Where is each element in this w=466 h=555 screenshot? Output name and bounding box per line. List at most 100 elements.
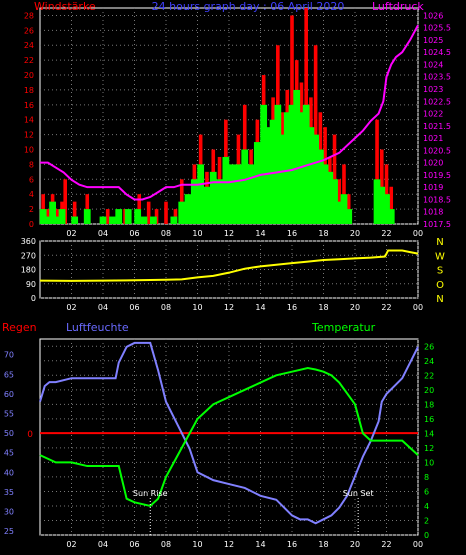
temperature-y-tick: 24 [424,357,434,366]
compass-label: S [437,266,443,277]
speed-bar [373,179,381,224]
wind-y-tick: 14 [24,116,34,125]
direction-x-tick: 16 [287,303,297,312]
speed-bar [209,171,217,224]
pressure-line [40,24,419,201]
direction-x-tick: 10 [192,303,202,312]
pressure-y-tick: 1023.5 [423,73,451,82]
speed-bar [184,194,192,224]
humidity-x-tick: 18 [318,540,328,549]
speed-bar [49,201,56,224]
pressure-y-tick: 1018 [423,208,443,217]
humidity-temperature-grid [40,339,419,536]
humidity-x-ticks: 02 04 06 08 10 12 14 16 18 20 22 00 [66,540,423,549]
speed-bar [274,104,282,224]
speed-bar [44,216,52,224]
temperature-y-tick: 2 [424,516,429,525]
humidity-x-tick: 02 [66,540,76,549]
speed-bar [269,119,277,224]
direction-x-tick: 12 [224,303,234,312]
sun-annotation-label: Sun Set [343,489,374,498]
humidity-x-tick: 14 [255,540,265,549]
temperature-y-tick: 8 [424,473,429,482]
speed-bar [58,209,66,224]
sun-annotations: Sun Rise Sun Set [133,489,374,535]
humidity-x-tick: 10 [192,540,202,549]
wind-y-tick: 6 [29,175,34,184]
wind-x-tick: 12 [224,229,234,238]
speed-bar [288,104,296,224]
wind-x-tick: 06 [129,229,139,238]
direction-x-tick: 18 [318,303,328,312]
wind-y-tick: 8 [29,160,34,169]
speed-bar [140,216,148,224]
speed-bar [312,134,320,224]
pressure-y-tick: 1024 [423,60,443,69]
speed-bar [39,209,47,224]
temperature-line [39,367,419,508]
speed-bar [197,164,205,224]
humidity-x-tick: 04 [98,540,108,549]
direction-x-ticks: 02 04 06 08 10 12 14 16 18 20 22 00 [66,303,423,312]
wind-axis-label: Windstärke [34,0,96,13]
speed-bar [387,209,395,224]
direction-x-tick: 00 [413,303,423,312]
wind-x-tick: 20 [350,229,360,238]
speed-bar [99,216,107,224]
humidity-y-tick: 70 [4,351,14,360]
humidity-y-tick: 45 [4,449,14,458]
pressure-y-tick: 1018.5 [423,195,451,204]
direction-x-tick: 04 [98,303,108,312]
speed-bar [124,209,132,224]
wind-x-ticks: 02 04 06 08 10 12 14 16 18 20 22 00 [66,229,423,238]
temperature-y-tick: 12 [424,444,434,453]
speed-bar [247,164,255,224]
speed-bar [115,209,123,224]
humidity-y-tick: 60 [4,390,14,399]
humidity-x-tick: 22 [381,540,391,549]
speed-bar [222,156,230,224]
speed-bar [302,104,310,224]
compass-label: O [436,280,444,291]
wind-x-tick: 16 [287,229,297,238]
temperature-y-tick: 10 [424,458,434,467]
direction-x-tick: 22 [381,303,391,312]
pressure-y-tick: 1021.5 [423,122,451,131]
temperature-y-tick: 26 [424,342,434,351]
speed-bar [345,209,353,224]
speed-bar [298,112,305,224]
humidity-y-tick: 65 [4,370,14,379]
temperature-y-tick: 20 [424,386,434,395]
wind-y-tick: 2 [29,205,34,214]
temperature-y-tick: 6 [424,487,429,496]
legend-temperature: Temperatur [311,321,376,334]
humidity-y-tick: 35 [4,488,14,497]
speed-bar [228,164,236,224]
temperature-y-tick: 18 [424,400,434,409]
speed-bar [383,194,390,224]
legend-rain: Regen [2,321,37,334]
speed-bar [241,149,249,224]
temperature-y-tick: 4 [424,502,429,511]
speed-bar [190,179,198,224]
wind-x-tick: 02 [66,229,76,238]
speed-bar [170,216,178,224]
speed-bar [71,216,79,224]
wind-x-tick: 18 [318,229,328,238]
speed-bar [109,216,116,224]
direction-x-tick: 02 [66,303,76,312]
gust-bar [72,201,77,224]
speed-bar [83,209,91,224]
gust-bar [164,201,168,224]
speed-bar [340,194,348,224]
compass-label: N [436,237,443,248]
pressure-y-tick: 1025 [423,36,443,45]
wind-y-tick: 20 [24,71,34,80]
pressure-y-tick: 1017.5 [423,220,451,229]
pressure-axis-label: Luftdruck [372,0,424,13]
wind-x-tick: 08 [161,229,171,238]
rain-axis-tick: 0 [27,430,33,440]
